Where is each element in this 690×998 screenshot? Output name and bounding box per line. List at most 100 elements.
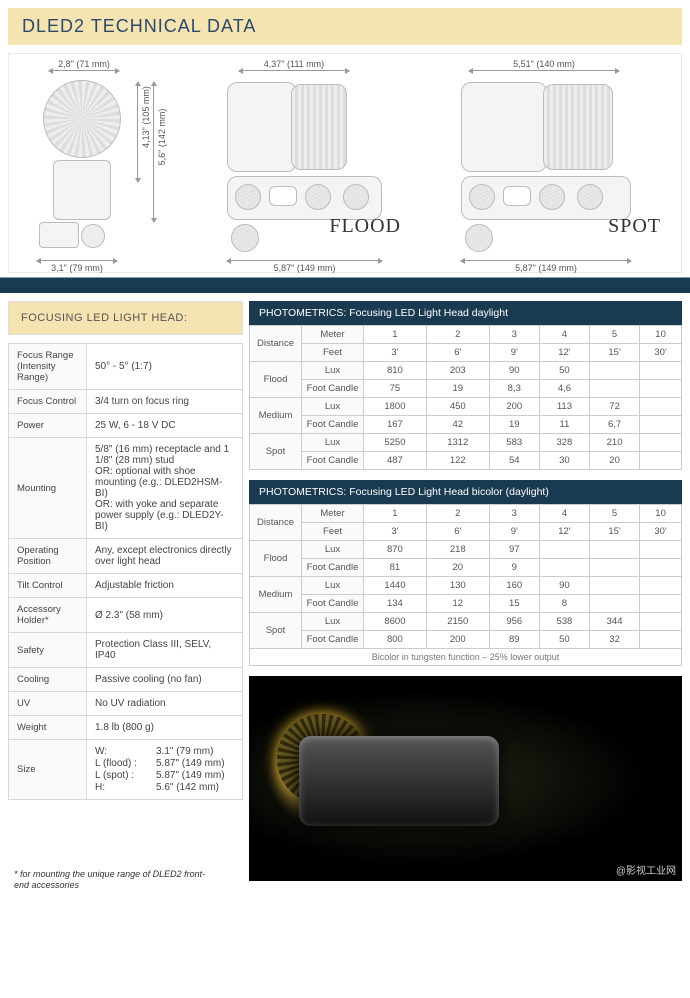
data-cell: 20 bbox=[590, 452, 640, 470]
group-label: Spot bbox=[250, 613, 302, 649]
spec-row: Tilt ControlAdjustable friction bbox=[9, 574, 243, 598]
unit-label: Lux bbox=[302, 541, 364, 559]
dim-label: 5,87" (149 mm) bbox=[227, 263, 382, 273]
data-cell: 42 bbox=[426, 416, 489, 434]
dim-label: 5,51" (140 mm) bbox=[469, 59, 619, 69]
data-cell bbox=[640, 434, 682, 452]
data-cell bbox=[640, 380, 682, 398]
data-cell: 450 bbox=[426, 398, 489, 416]
data-cell: 200 bbox=[489, 398, 539, 416]
data-cell: 32 bbox=[590, 631, 640, 649]
spec-key: Power bbox=[9, 414, 87, 438]
data-cell: 870 bbox=[364, 541, 427, 559]
spec-key: Focus Control bbox=[9, 390, 87, 414]
unit-label: Feet bbox=[302, 344, 364, 362]
spec-key: Mounting bbox=[9, 438, 87, 539]
product-render: @影视工业网 bbox=[249, 676, 682, 881]
data-cell: 50 bbox=[539, 631, 589, 649]
data-cell: 5250 bbox=[364, 434, 427, 452]
spec-value: 25 W, 6 - 18 V DC bbox=[87, 414, 243, 438]
data-cell bbox=[640, 595, 682, 613]
data-cell: 30 bbox=[539, 452, 589, 470]
data-cell: 328 bbox=[539, 434, 589, 452]
col-header: 12' bbox=[539, 523, 589, 541]
spec-key: UV bbox=[9, 692, 87, 716]
col-header: 30' bbox=[640, 523, 682, 541]
spec-value: Protection Class III, SELV, IP40 bbox=[87, 633, 243, 668]
group-label: Spot bbox=[250, 434, 302, 470]
spec-key: Size bbox=[9, 740, 87, 800]
dim-label: 4,13" (105 mm) bbox=[141, 77, 151, 157]
col-header: 15' bbox=[590, 344, 640, 362]
col-header: 2 bbox=[426, 505, 489, 523]
col-header: 15' bbox=[590, 523, 640, 541]
distance-label: Distance bbox=[250, 505, 302, 541]
col-header: 1 bbox=[364, 326, 427, 344]
data-cell bbox=[590, 380, 640, 398]
table-footnote: Bicolor in tungsten function – 25% lower… bbox=[250, 649, 682, 666]
col-header: 3' bbox=[364, 344, 427, 362]
photometrics-header: PHOTOMETRICS: Focusing LED Light Head da… bbox=[249, 301, 682, 325]
group-label: Medium bbox=[250, 398, 302, 434]
data-cell: 200 bbox=[426, 631, 489, 649]
col-header: 6' bbox=[426, 523, 489, 541]
spec-row: Weight1.8 lb (800 g) bbox=[9, 716, 243, 740]
unit-label: Foot Candle bbox=[302, 452, 364, 470]
data-cell bbox=[640, 362, 682, 380]
data-cell: 12 bbox=[426, 595, 489, 613]
group-label: Flood bbox=[250, 362, 302, 398]
spec-key: Tilt Control bbox=[9, 574, 87, 598]
unit-label: Lux bbox=[302, 398, 364, 416]
unit-label: Foot Candle bbox=[302, 631, 364, 649]
data-cell bbox=[640, 577, 682, 595]
spec-value: 1.8 lb (800 g) bbox=[87, 716, 243, 740]
spec-header: FOCUSING LED LIGHT HEAD: bbox=[8, 301, 243, 335]
data-cell: 538 bbox=[539, 613, 589, 631]
col-header: 12' bbox=[539, 344, 589, 362]
data-cell bbox=[640, 541, 682, 559]
separator-bar bbox=[0, 277, 690, 293]
spec-value: Passive cooling (no fan) bbox=[87, 668, 243, 692]
unit-label: Meter bbox=[302, 326, 364, 344]
data-cell bbox=[590, 595, 640, 613]
data-cell: 1800 bbox=[364, 398, 427, 416]
data-cell: 90 bbox=[539, 577, 589, 595]
spec-value: W:3.1" (79 mm)L (flood) :5.87" (149 mm)L… bbox=[87, 740, 243, 800]
col-header: 6' bbox=[426, 344, 489, 362]
spec-key: Operating Position bbox=[9, 539, 87, 574]
col-header: 4 bbox=[539, 505, 589, 523]
data-cell bbox=[539, 559, 589, 577]
group-label: Medium bbox=[250, 577, 302, 613]
spec-value: 50° - 5° (1:7) bbox=[87, 344, 243, 390]
dim-label: 3,1" (79 mm) bbox=[37, 263, 117, 273]
data-cell: 1312 bbox=[426, 434, 489, 452]
data-cell: 122 bbox=[426, 452, 489, 470]
col-header: 2 bbox=[426, 326, 489, 344]
spec-value: Any, except electronics directly over li… bbox=[87, 539, 243, 574]
data-cell: 956 bbox=[489, 613, 539, 631]
unit-label: Foot Candle bbox=[302, 380, 364, 398]
spec-row: SizeW:3.1" (79 mm)L (flood) :5.87" (149 … bbox=[9, 740, 243, 800]
data-cell bbox=[640, 613, 682, 631]
footnote: * for mounting the unique range of DLED2… bbox=[14, 869, 214, 891]
data-cell bbox=[640, 398, 682, 416]
dim-label: 5,87" (149 mm) bbox=[461, 263, 631, 273]
dim-label: 5,6" (142 mm) bbox=[157, 97, 167, 177]
data-cell: 50 bbox=[539, 362, 589, 380]
data-cell: 2150 bbox=[426, 613, 489, 631]
spec-row: SafetyProtection Class III, SELV, IP40 bbox=[9, 633, 243, 668]
watermark: @影视工业网 bbox=[616, 862, 676, 877]
unit-label: Foot Candle bbox=[302, 559, 364, 577]
data-cell: 72 bbox=[590, 398, 640, 416]
page-title: DLED2 TECHNICAL DATA bbox=[22, 16, 668, 37]
col-header: 5 bbox=[590, 326, 640, 344]
data-cell bbox=[640, 416, 682, 434]
col-header: 4 bbox=[539, 326, 589, 344]
spec-value: Adjustable friction bbox=[87, 574, 243, 598]
spec-row: Power25 W, 6 - 18 V DC bbox=[9, 414, 243, 438]
dim-label: 2,8" (71 mm) bbox=[49, 59, 119, 69]
col-header: 30' bbox=[640, 344, 682, 362]
data-cell: 810 bbox=[364, 362, 427, 380]
spec-key: Accessory Holder* bbox=[9, 598, 87, 633]
data-cell: 54 bbox=[489, 452, 539, 470]
